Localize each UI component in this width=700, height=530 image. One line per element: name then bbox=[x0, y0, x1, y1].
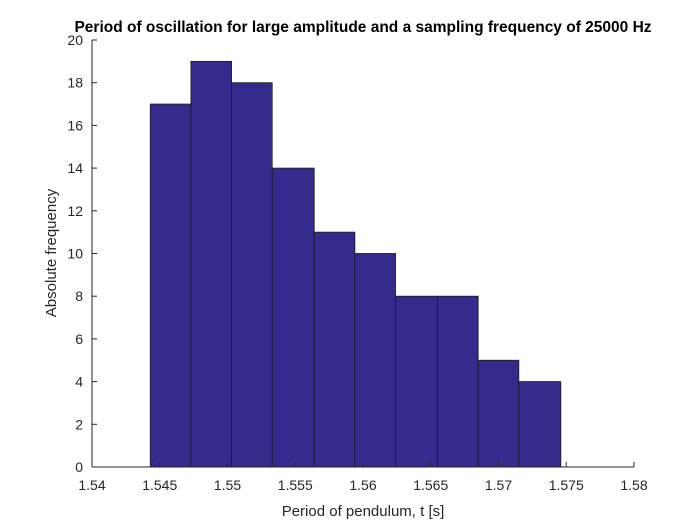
histogram-bar bbox=[477, 359, 520, 468]
x-tick-label: 1.55 bbox=[214, 477, 241, 493]
x-tick-label: 1.58 bbox=[620, 477, 647, 493]
x-tick-label: 1.56 bbox=[349, 477, 376, 493]
x-ticks-group: 1.54 1.545 1.55 1.555 1.56 1.565 1.57 1.575 1.58 bbox=[78, 462, 648, 493]
histogram-bar bbox=[149, 103, 192, 468]
histogram-bar bbox=[190, 60, 232, 468]
y-tick-label: 18 bbox=[67, 75, 83, 91]
y-tick-label: 0 bbox=[75, 459, 83, 475]
x-tick-label: 1.565 bbox=[413, 477, 448, 493]
x-axis-label: Period of pendulum, t [s] bbox=[282, 503, 445, 520]
y-tick-label: 12 bbox=[67, 203, 83, 219]
x-tick-label: 1.54 bbox=[78, 477, 105, 493]
y-ticks-group: 0 2 4 6 8 10 12 14 16 18 20 bbox=[67, 32, 97, 475]
y-tick-label: 14 bbox=[67, 160, 83, 176]
x-tick-label: 1.575 bbox=[549, 477, 584, 493]
y-tick-label: 10 bbox=[67, 246, 83, 262]
y-tick-label: 4 bbox=[75, 374, 83, 390]
y-tick-label: 2 bbox=[75, 416, 83, 432]
histogram-bar bbox=[395, 295, 438, 468]
x-tick-label: 1.545 bbox=[142, 477, 177, 493]
bars-group bbox=[149, 60, 562, 468]
histogram-bar bbox=[271, 167, 315, 468]
histogram-bar bbox=[231, 82, 273, 468]
y-tick-label: 16 bbox=[67, 117, 83, 133]
y-tick-label: 6 bbox=[75, 331, 83, 347]
y-tick-label: 20 bbox=[67, 32, 83, 48]
histogram-bar bbox=[354, 253, 396, 468]
y-tick-label: 8 bbox=[75, 288, 83, 304]
histogram-bar bbox=[313, 231, 356, 468]
x-tick-label: 1.555 bbox=[278, 477, 313, 493]
y-axis-label: Absolute frequency bbox=[43, 188, 60, 317]
x-tick-label: 1.57 bbox=[485, 477, 512, 493]
histogram-bar bbox=[518, 381, 562, 468]
chart-title: Period of oscillation for large amplitud… bbox=[74, 19, 651, 36]
histogram-bar bbox=[437, 295, 479, 468]
